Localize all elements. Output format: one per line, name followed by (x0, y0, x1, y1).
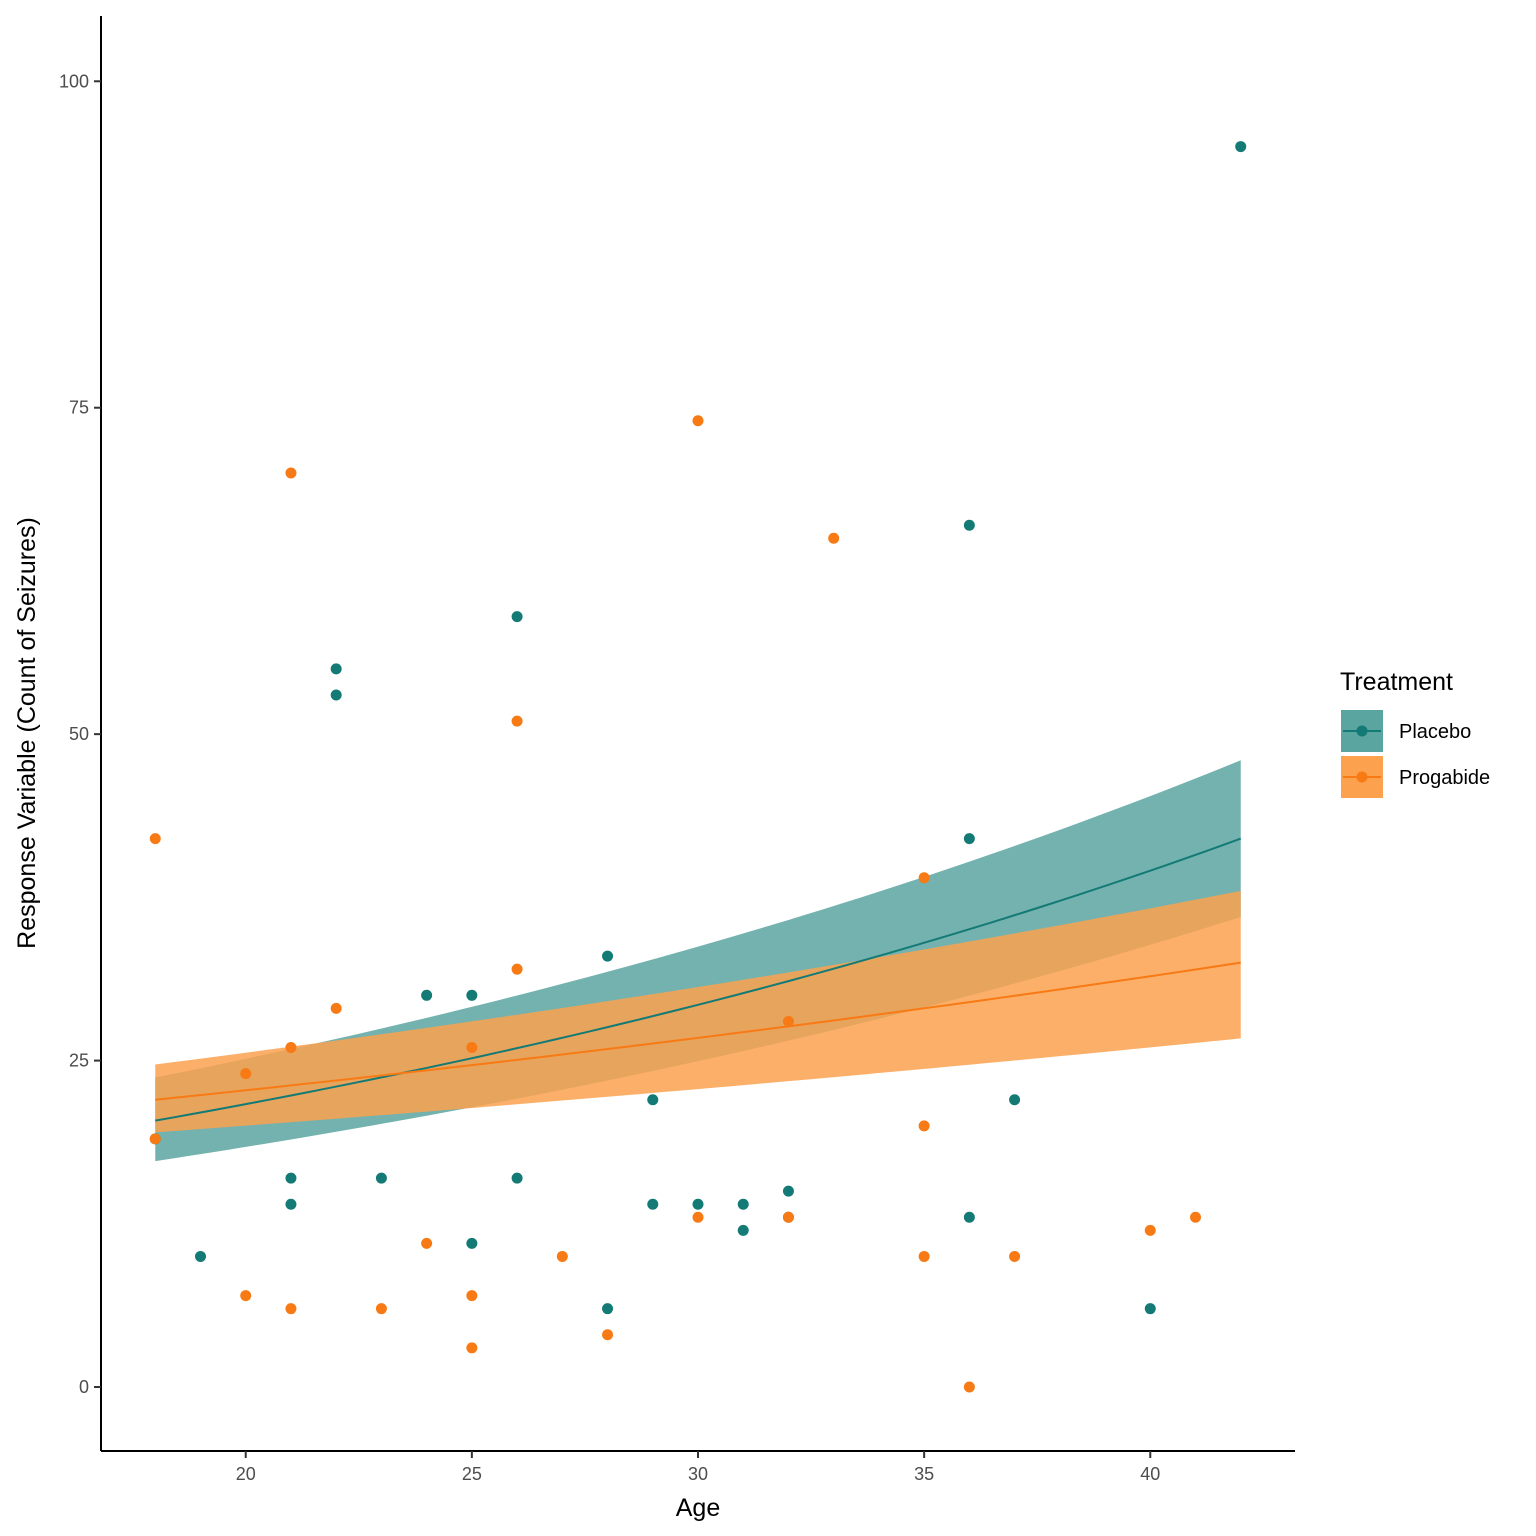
progabide-point (1009, 1250, 1021, 1262)
progabide-point (782, 1211, 794, 1223)
placebo-point (602, 1303, 614, 1315)
placebo-point (782, 1185, 794, 1197)
y-tick-label: 50 (69, 724, 89, 744)
y-tick-label: 0 (79, 1377, 89, 1397)
y-tick-label: 75 (69, 398, 89, 418)
legend-item-placebo[interactable]: Placebo (1341, 710, 1471, 752)
placebo-point (737, 1198, 749, 1210)
placebo-point (692, 1198, 704, 1210)
progabide-point (330, 1002, 342, 1014)
y-axis-title: Response Variable (Count of Seizures) (13, 517, 41, 949)
placebo-point (330, 663, 342, 675)
fit-lines (155, 837, 1242, 1122)
legend-title: Treatment (1340, 668, 1453, 696)
progabide-point (511, 715, 523, 727)
y-tick-label: 100 (59, 71, 89, 91)
data-points (149, 141, 1247, 1393)
progabide-point (918, 872, 930, 884)
legend-item-progabide[interactable]: Progabide (1341, 756, 1490, 798)
x-axis-ticks: 20 25 30 35 40 (236, 1451, 1160, 1484)
progabide-point (692, 1211, 704, 1223)
progabide-point (149, 833, 161, 845)
progabide-fit-line (155, 961, 1241, 1101)
progabide-point (466, 1342, 478, 1354)
legend-label-progabide: Progabide (1399, 767, 1490, 789)
x-axis-title: Age (676, 1494, 720, 1522)
placebo-point (285, 1172, 297, 1184)
progabide-point (602, 1329, 614, 1341)
confidence-bands (155, 760, 1241, 1162)
x-tick-label: 40 (1140, 1464, 1160, 1484)
progabide-point (963, 1381, 975, 1393)
progabide-point (918, 1250, 930, 1262)
progabide-point (421, 1237, 433, 1249)
progabide-point (285, 467, 297, 479)
legend-point-progabide (1356, 771, 1368, 783)
x-tick-label: 35 (914, 1464, 934, 1484)
placebo-point (963, 519, 975, 531)
progabide-point (240, 1290, 252, 1302)
placebo-fit-line (155, 837, 1242, 1122)
placebo-point (1235, 141, 1247, 153)
legend: Treatment Placebo Progabide (1340, 668, 1490, 798)
legend-point-placebo (1356, 725, 1368, 737)
progabide-point (918, 1120, 930, 1132)
placebo-point (285, 1198, 297, 1210)
placebo-point (647, 1094, 659, 1106)
placebo-point (375, 1172, 387, 1184)
progabide-point (511, 963, 523, 975)
x-tick-label: 30 (688, 1464, 708, 1484)
placebo-point (1009, 1094, 1021, 1106)
placebo-point (1144, 1303, 1156, 1315)
progabide-point (692, 415, 704, 427)
placebo-point (647, 1198, 659, 1210)
progabide-point (240, 1068, 252, 1080)
progabide-point (466, 1290, 478, 1302)
y-axis-ticks: 0 25 50 75 100 (59, 71, 101, 1397)
placebo-point (963, 833, 975, 845)
placebo-point (421, 989, 433, 1001)
legend-label-placebo: Placebo (1399, 721, 1471, 743)
placebo-point (963, 1211, 975, 1223)
progabide-point (285, 1042, 297, 1054)
progabide-point (1190, 1211, 1201, 1223)
y-tick-label: 25 (69, 1051, 89, 1071)
placebo-point (195, 1250, 206, 1262)
progabide-point (466, 1042, 478, 1054)
placebo-point (466, 1237, 478, 1249)
placebo-point (511, 1172, 523, 1184)
x-tick-label: 25 (462, 1464, 482, 1484)
progabide-point (285, 1303, 297, 1315)
progabide-point (1144, 1224, 1156, 1236)
placebo-point (602, 950, 614, 962)
placebo-point (737, 1224, 749, 1236)
x-tick-label: 20 (236, 1464, 256, 1484)
placebo-point (511, 611, 523, 623)
placebo-point (330, 689, 342, 701)
progabide-point (149, 1133, 161, 1145)
progabide-point (556, 1250, 568, 1262)
progabide-point (375, 1303, 387, 1315)
progabide-point (782, 1015, 794, 1027)
progabide-point (828, 532, 840, 544)
placebo-point (466, 989, 478, 1001)
progabide-confidence-band (155, 890, 1241, 1133)
